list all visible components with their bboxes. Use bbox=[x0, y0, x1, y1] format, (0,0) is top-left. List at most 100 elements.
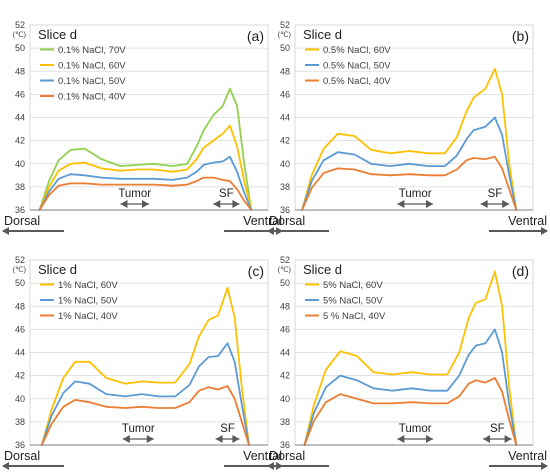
y-tick-label: 38 bbox=[15, 417, 25, 427]
y-tick-label: 50 bbox=[15, 43, 25, 53]
chart-title: Slice d bbox=[38, 27, 77, 42]
legend-label: 1% NaCl, 50V bbox=[58, 296, 118, 307]
tumor-arrow-right-icon bbox=[146, 435, 154, 443]
y-tick-label: 42 bbox=[15, 136, 25, 146]
legend-label: 0.1% NaCl, 50V bbox=[58, 76, 126, 87]
ventral-label: Ventral bbox=[243, 449, 282, 463]
sf-arrow-right-icon bbox=[232, 200, 240, 208]
y-tick-label: 40 bbox=[15, 394, 25, 404]
tumor-label: Tumor bbox=[118, 188, 151, 200]
y-tick-label: 52 bbox=[280, 20, 290, 30]
dorsal-arrow-icon bbox=[267, 462, 274, 470]
y-tick-label: 38 bbox=[15, 182, 25, 192]
legend-label: 1% NaCl, 60V bbox=[58, 280, 118, 291]
y-unit-label: (℃) bbox=[13, 30, 27, 39]
tumor-arrow-left-icon bbox=[397, 200, 405, 208]
panel-label: (a) bbox=[247, 28, 264, 44]
series-line-3 bbox=[38, 155, 253, 211]
ventral-arrow-icon bbox=[541, 462, 548, 470]
series-line-3 bbox=[41, 385, 250, 446]
series-line-3 bbox=[303, 377, 518, 446]
tumor-label: Tumor bbox=[399, 423, 432, 435]
series-line-2 bbox=[301, 116, 518, 211]
y-tick-label: 52 bbox=[15, 255, 25, 265]
sf-arrow-right-icon bbox=[504, 435, 512, 443]
dorsal-label: Dorsal bbox=[4, 214, 40, 228]
y-tick-label: 42 bbox=[15, 371, 25, 381]
sf-arrow-left-icon bbox=[480, 200, 488, 208]
legend-label: 5% NaCl, 60V bbox=[323, 280, 383, 291]
chart-title: Slice d bbox=[303, 262, 342, 277]
panel-label: (b) bbox=[512, 28, 529, 44]
tumor-label: Tumor bbox=[122, 423, 155, 435]
legend-label: 5 % NaCl, 40V bbox=[323, 311, 386, 322]
y-tick-label: 36 bbox=[280, 440, 290, 450]
y-tick-label: 48 bbox=[280, 66, 290, 76]
y-tick-label: 52 bbox=[15, 20, 25, 30]
legend-label: 5% NaCl, 50V bbox=[323, 296, 383, 307]
y-tick-label: 46 bbox=[15, 324, 25, 334]
series-line-1 bbox=[38, 87, 253, 211]
sf-label: SF bbox=[219, 188, 234, 200]
chart-title: Slice d bbox=[303, 27, 342, 42]
legend-label: 0.5% NaCl, 50V bbox=[323, 61, 391, 72]
ventral-arrow-icon bbox=[541, 227, 548, 235]
sf-arrow-right-icon bbox=[502, 200, 510, 208]
tumor-arrow-right-icon bbox=[142, 200, 149, 208]
chart-panel-3: 36 38 40 42 44 46 48 50 52(℃) Slice d (c) 1% NaCl, … bbox=[2, 255, 283, 470]
dorsal-label: Dorsal bbox=[269, 214, 305, 228]
tumor-label: Tumor bbox=[399, 188, 432, 200]
legend-label: 1% NaCl, 40V bbox=[58, 311, 118, 322]
ventral-label: Ventral bbox=[508, 214, 547, 228]
y-tick-label: 44 bbox=[280, 113, 290, 123]
y-unit-label: (℃) bbox=[13, 265, 27, 274]
series-line-1 bbox=[41, 286, 250, 446]
tumor-arrow-left-icon bbox=[122, 435, 130, 443]
ventral-label: Ventral bbox=[243, 214, 282, 228]
y-tick-label: 42 bbox=[280, 371, 290, 381]
tumor-arrow-left-icon bbox=[120, 200, 128, 208]
y-tick-label: 38 bbox=[280, 182, 290, 192]
y-tick-label: 40 bbox=[15, 159, 25, 169]
panel-label: (c) bbox=[248, 263, 264, 279]
series-line-1 bbox=[303, 270, 518, 446]
y-tick-label: 46 bbox=[280, 324, 290, 334]
y-tick-label: 42 bbox=[280, 136, 290, 146]
series-line-4 bbox=[38, 176, 253, 211]
panel-label: (d) bbox=[512, 263, 529, 279]
dorsal-arrow-icon bbox=[2, 227, 9, 235]
ventral-label: Ventral bbox=[508, 449, 547, 463]
tumor-arrow-right-icon bbox=[426, 435, 434, 443]
y-tick-label: 40 bbox=[280, 394, 290, 404]
sf-label: SF bbox=[220, 423, 235, 435]
y-tick-label: 40 bbox=[280, 159, 290, 169]
y-tick-label: 44 bbox=[15, 113, 25, 123]
sf-arrow-left-icon bbox=[215, 435, 223, 443]
dorsal-arrow-icon bbox=[2, 462, 9, 470]
sf-arrow-right-icon bbox=[232, 435, 240, 443]
y-tick-label: 36 bbox=[280, 205, 290, 215]
y-unit-label: (℃) bbox=[278, 30, 292, 39]
sf-label: SF bbox=[488, 188, 503, 200]
y-tick-label: 38 bbox=[280, 417, 290, 427]
sf-label: SF bbox=[490, 423, 505, 435]
y-tick-label: 52 bbox=[280, 255, 290, 265]
legend-label: 0.5% NaCl, 40V bbox=[323, 76, 391, 87]
y-tick-label: 46 bbox=[15, 89, 25, 99]
legend-label: 0.1% NaCl, 70V bbox=[58, 45, 126, 56]
chart-panel-1: 36 38 40 42 44 46 48 50 52(℃) Slice d (a) 0.1% NaCl… bbox=[2, 20, 283, 235]
chart-panel-2: 36 38 40 42 44 46 48 50 52(℃) Slice d (b) 0.5% NaCl… bbox=[267, 20, 548, 235]
y-tick-label: 50 bbox=[15, 278, 25, 288]
y-unit-label: (℃) bbox=[278, 265, 292, 274]
tumor-arrow-right-icon bbox=[426, 200, 434, 208]
y-tick-label: 48 bbox=[280, 301, 290, 311]
tumor-arrow-left-icon bbox=[397, 435, 405, 443]
series-line-1 bbox=[301, 68, 518, 211]
sf-arrow-left-icon bbox=[483, 435, 491, 443]
dorsal-label: Dorsal bbox=[269, 449, 305, 463]
dorsal-arrow-icon bbox=[267, 227, 274, 235]
dorsal-label: Dorsal bbox=[4, 449, 40, 463]
y-tick-label: 44 bbox=[280, 348, 290, 358]
series-line-2 bbox=[41, 342, 250, 446]
